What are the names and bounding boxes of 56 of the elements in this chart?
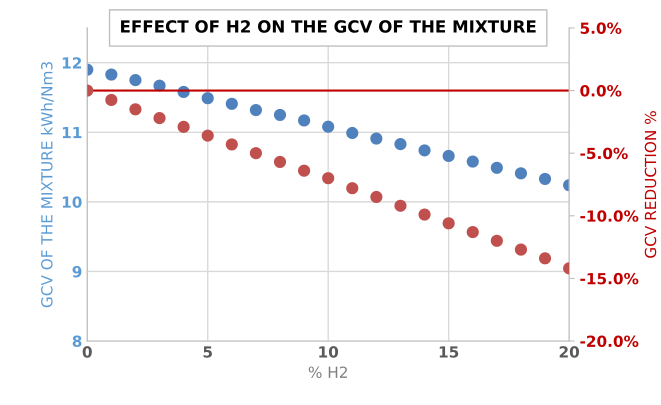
point [346,182,358,194]
y-tick-label: 10 [62,196,82,208]
x-tick-label: 10 [319,346,338,358]
point [105,94,118,106]
point [370,132,382,145]
point [514,167,528,180]
x-axis-title: % H2 [308,366,347,378]
point [226,138,238,150]
y2-tick-label: -20.0% [580,335,638,348]
point [466,155,479,168]
y-tick-label: 12 [62,57,82,69]
point [490,234,503,247]
point [105,68,118,81]
point [538,252,552,264]
point [370,190,382,204]
y-tick-label: 8 [72,335,82,348]
y2-tick-label: 5.0% [580,22,622,34]
x-tick-label: 0 [82,346,92,358]
point [442,150,455,162]
point [514,244,528,256]
y2-tick-label: -10.0% [580,210,638,222]
y2-tick-label: 0.0% [580,85,622,97]
point [153,112,166,124]
point [129,103,142,116]
x-tick-label: 20 [560,346,580,358]
x-tick-label: 15 [440,346,458,358]
point [538,172,552,185]
y2-axis-title: GCV REDUCTION % [644,111,656,258]
point [274,108,286,121]
point [394,138,407,150]
point [202,92,214,104]
point [418,208,431,221]
point [250,147,262,160]
y2-tick-label: -15.0% [580,272,638,284]
point [322,172,334,184]
point [394,200,407,212]
point [346,126,358,140]
point [298,164,310,177]
point [298,114,310,127]
point [226,98,238,110]
y2-tick-label: -5.0% [580,148,628,160]
point [490,162,503,174]
point [442,217,455,230]
y-tick-label: 9 [72,266,82,278]
point [178,120,190,133]
point [250,104,262,116]
y-axis-title: GCV OF THE MIXTURE kWh/Nm3 [40,62,54,308]
point [202,130,214,142]
point [129,74,142,86]
y-tick-label: 11 [62,126,82,138]
point [274,156,286,168]
point [466,226,479,238]
point [418,144,431,156]
chart-title: EFFECT OF H2 ON THE GCV OF THE MIXTURE [121,20,536,33]
point [322,120,334,133]
x-tick-label: 5 [204,346,212,358]
